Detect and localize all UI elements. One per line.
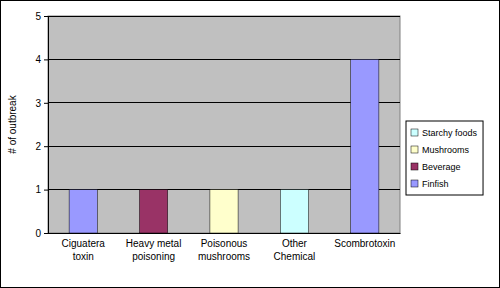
tick-mark — [44, 103, 48, 104]
y-axis-title: # of outbreak — [7, 94, 18, 153]
tick-label: 1 — [35, 184, 41, 195]
bars — [69, 59, 379, 233]
bar — [210, 189, 238, 190]
tick-label: Scombrotoxin — [334, 238, 395, 249]
tick: 1 — [35, 184, 48, 195]
bar — [351, 59, 379, 233]
tick: 2 — [35, 141, 48, 152]
grid — [48, 16, 400, 233]
tick-label-line: mushrooms — [198, 251, 250, 262]
tick-mark — [44, 59, 48, 60]
tick-label-line: toxin — [73, 251, 94, 262]
legend-label: Finfish — [422, 179, 449, 189]
bar — [140, 190, 168, 233]
y-axis: 0 1 2 3 4 5 — [35, 11, 48, 239]
tick: Scombrotoxin — [334, 238, 395, 249]
tick-label-line: Heavy metal — [126, 238, 182, 249]
tick: 0 — [35, 228, 48, 239]
tick-label: Poisonous mushrooms — [198, 238, 250, 262]
legend-swatch — [411, 129, 418, 136]
legend-label: Beverage — [422, 162, 461, 172]
tick-label: Other Chemical — [274, 238, 316, 262]
tick-mark — [44, 146, 48, 147]
bar — [140, 189, 168, 190]
tick-label-line: poisoning — [132, 251, 175, 262]
tick: Ciguatera toxin — [62, 238, 106, 262]
tick: 3 — [35, 98, 48, 109]
tick-label-line: Scombrotoxin — [334, 238, 395, 249]
tick-label: 4 — [35, 54, 41, 65]
tick-label: 0 — [35, 228, 41, 239]
x-axis: Ciguatera toxin Heavy metal poisoning Poison… — [49, 234, 401, 263]
grid-line — [48, 59, 400, 60]
bar — [69, 190, 97, 233]
tick-label: Ciguatera toxin — [62, 238, 106, 262]
bar — [280, 189, 308, 190]
legend-swatch — [411, 163, 418, 170]
tick-label-line: Other — [282, 238, 308, 249]
tick-label-line: Chemical — [274, 251, 316, 262]
tick-label: Heavy metal poisoning — [126, 238, 182, 262]
chart-frame — [1, 1, 500, 288]
axis-line — [49, 233, 401, 234]
bar — [280, 189, 308, 190]
grid-line — [48, 16, 400, 17]
grid-line — [48, 102, 400, 103]
tick-mark — [44, 16, 48, 17]
bar — [280, 189, 308, 190]
tick: Other Chemical — [274, 238, 316, 262]
bar — [210, 189, 238, 190]
legend-label: Mushrooms — [422, 145, 470, 155]
tick-label: 3 — [35, 98, 41, 109]
bar — [210, 190, 238, 233]
tick-label: 2 — [35, 141, 41, 152]
legend: Starchy foods Mushrooms Beverage Finfish — [406, 121, 483, 195]
legend-box — [406, 121, 483, 195]
tick-label-line: Ciguatera — [62, 238, 106, 249]
bar — [280, 190, 308, 233]
legend-swatch — [411, 180, 418, 187]
grid-line — [48, 146, 400, 147]
tick-mark — [44, 233, 48, 234]
tick-label-line: Poisonous — [201, 238, 248, 249]
plot-area — [48, 16, 400, 233]
tick-mark — [44, 190, 48, 191]
legend-label: Starchy foods — [422, 128, 478, 138]
tick: 4 — [35, 54, 48, 65]
tick: Poisonous mushrooms — [198, 238, 250, 262]
tick-label: 5 — [35, 11, 41, 22]
tick: 5 — [35, 11, 48, 22]
tick: Heavy metal poisoning — [126, 238, 182, 262]
chart: 0 1 2 3 4 5 Ciguatera toxin Heavy metal poisoning… — [0, 0, 500, 288]
legend-swatch — [411, 146, 418, 153]
axis-line — [44, 17, 49, 234]
